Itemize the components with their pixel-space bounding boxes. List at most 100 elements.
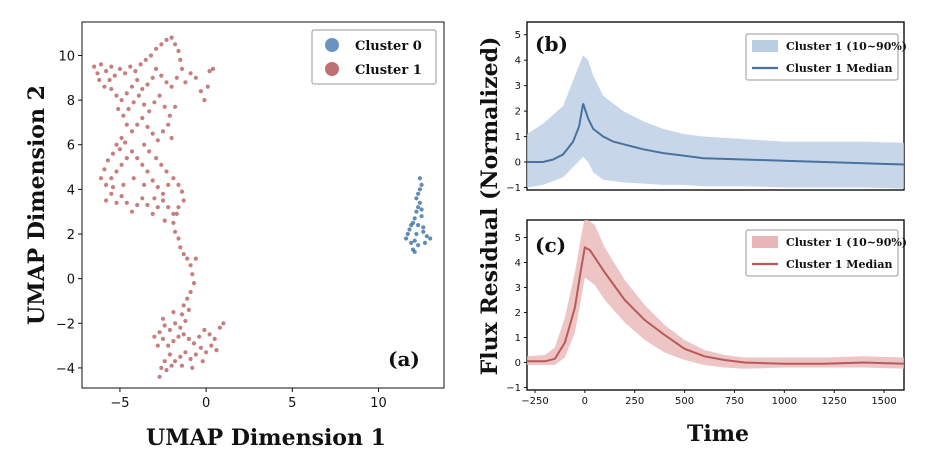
scatter-point-cluster-1	[179, 363, 185, 368]
scatter-point-cluster-0	[419, 182, 424, 187]
scatter-point-cluster-1	[123, 140, 128, 145]
scatter-point-cluster-1	[114, 200, 119, 205]
scatter-point-cluster-1	[102, 167, 107, 172]
scatter-point-cluster-1	[205, 84, 210, 89]
scatter-point-cluster-1	[164, 368, 169, 373]
scatter-point-cluster-1	[124, 91, 129, 96]
panel-a-legend: Cluster 0 Cluster 1	[311, 29, 437, 85]
y-tick-label: 0	[515, 358, 521, 369]
scatter-point-cluster-0	[417, 200, 422, 205]
scatter-point-cluster-1	[116, 106, 121, 112]
scatter-point-cluster-1	[133, 69, 138, 74]
panel-a-legend-box	[311, 29, 437, 85]
scatter-point-cluster-1	[159, 162, 164, 167]
panel-b-legend-band-swatch	[752, 40, 778, 52]
scatter-point-cluster-1	[183, 350, 188, 355]
x-tick-label: 5	[288, 396, 296, 411]
scatter-point-cluster-1	[145, 124, 150, 129]
scatter-point-cluster-0	[412, 249, 417, 254]
scatter-point-cluster-1	[135, 122, 140, 127]
scatter-point-cluster-1	[154, 156, 159, 161]
scatter-point-cluster-1	[104, 69, 109, 74]
panel-c-plot	[527, 220, 904, 369]
scatter-point-cluster-1	[117, 66, 122, 71]
scatter-point-cluster-1	[104, 198, 109, 203]
scatter-point-cluster-0	[421, 229, 426, 234]
median-line	[527, 246, 904, 365]
panel-c-legend-box	[745, 229, 899, 277]
scatter-point-cluster-1	[98, 62, 104, 67]
scatter-point-cluster-1	[145, 82, 150, 87]
scatter-point-cluster-1	[129, 209, 135, 214]
scatter-point-cluster-1	[174, 75, 179, 80]
scatter-point-cluster-0	[419, 207, 424, 212]
scatter-point-cluster-0	[409, 240, 414, 245]
scatter-point-cluster-0	[405, 231, 410, 237]
scatter-point-cluster-1	[142, 142, 147, 147]
scatter-point-cluster-1	[167, 327, 172, 333]
scatter-point-cluster-1	[140, 86, 145, 92]
scatter-point-cluster-1	[157, 330, 162, 335]
scatter-point-cluster-1	[169, 35, 174, 40]
scatter-point-cluster-1	[210, 66, 216, 71]
scatter-point-cluster-1	[160, 336, 166, 341]
panel-b-area: −1 0 1 2 3 4 5 (b) Cluster 1 (10~90%) Cluster …	[506, 21, 907, 194]
shared-y-axis-title: Flux Residual (Normalized)	[477, 37, 503, 376]
panel-a-legend-label-cluster-1: Cluster 1	[355, 63, 422, 78]
scatter-point-cluster-1	[188, 263, 193, 268]
y-tick-label: 2	[515, 308, 521, 319]
x-tick-label: 750	[725, 396, 744, 407]
scatter-point-cluster-1	[142, 182, 147, 187]
panel-c-legend-band-swatch	[752, 236, 778, 248]
scatter-point-cluster-1	[162, 104, 167, 109]
scatter-point-cluster-1	[221, 321, 226, 326]
scatter-point-cluster-1	[148, 53, 154, 58]
panel-c-y-ticks: −1 0 1 2 3 4 5	[506, 233, 527, 394]
scatter-point-cluster-1	[181, 252, 186, 257]
scatter-point-cluster-1	[159, 42, 164, 47]
scatter-point-cluster-1	[204, 350, 209, 355]
scatter-point-cluster-1	[186, 307, 191, 312]
scatter-point-cluster-1	[129, 129, 135, 134]
scatter-point-cluster-0	[428, 236, 433, 241]
scatter-point-cluster-1	[188, 289, 193, 295]
scatter-point-cluster-1	[150, 178, 155, 183]
scatter-point-cluster-1	[128, 64, 133, 69]
scatter-point-cluster-0	[416, 205, 421, 210]
scatter-point-cluster-1	[169, 135, 174, 141]
scatter-point-cluster-1	[121, 182, 126, 187]
scatter-point-cluster-1	[92, 64, 97, 69]
scatter-point-cluster-1	[178, 245, 183, 250]
scatter-point-cluster-1	[167, 113, 172, 118]
scatter-point-cluster-1	[166, 205, 171, 210]
scatter-point-cluster-1	[109, 191, 114, 196]
scatter-point-cluster-1	[124, 200, 129, 205]
scatter-point-cluster-1	[114, 169, 119, 174]
scatter-point-cluster-1	[171, 176, 176, 181]
scatter-point-cluster-0	[422, 240, 428, 245]
y-tick-label: 1	[515, 333, 521, 344]
scatter-point-cluster-1	[135, 77, 140, 83]
panel-c-frame	[526, 219, 905, 391]
scatter-point-cluster-1	[131, 100, 136, 105]
scatter-point-cluster-1	[191, 341, 197, 346]
scatter-point-cluster-1	[190, 365, 195, 370]
scatter-point-cluster-1	[152, 196, 157, 201]
scatter-point-cluster-1	[150, 131, 155, 136]
scatter-point-cluster-1	[129, 149, 135, 154]
scatter-point-cluster-1	[178, 325, 183, 330]
scatter-point-cluster-1	[181, 198, 186, 203]
scatter-point-cluster-1	[176, 48, 181, 54]
scatter-point-cluster-1	[198, 89, 203, 94]
y-tick-label: 3	[515, 283, 521, 294]
panel-c-x-ticks: −250 0 250 500 750 1000 1250 1500	[521, 390, 897, 407]
scatter-point-cluster-0	[419, 214, 424, 219]
scatter-point-cluster-1	[164, 37, 169, 43]
scatter-point-cluster-1	[109, 86, 114, 92]
scatter-point-cluster-1	[131, 176, 136, 181]
x-tick-label: 500	[675, 396, 694, 407]
y-tick-label: 3	[515, 81, 521, 92]
scatter-point-cluster-1	[143, 57, 148, 63]
scatter-point-cluster-1	[150, 75, 155, 80]
scatter-point-cluster-1	[154, 46, 159, 51]
